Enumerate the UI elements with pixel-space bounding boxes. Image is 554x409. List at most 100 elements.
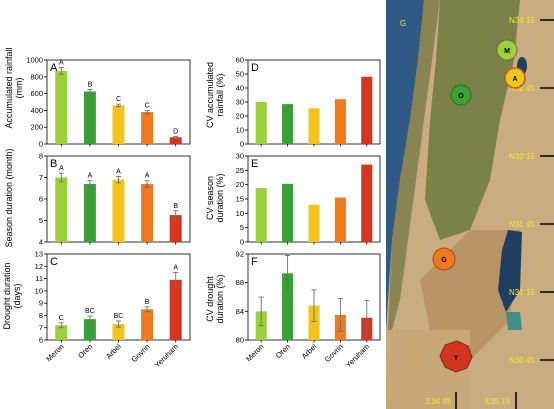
lat-label-6: N30 45 [509,356,535,365]
sig-letter-a-yeruham: D [173,129,178,136]
bar-d-govrin [334,99,346,144]
xtick-label-f-yeruham: Yeruham [344,342,371,369]
bar-a-govrin [141,112,154,144]
ytick-label-d-0: 0 [240,140,244,149]
xtick-label-c-yeruham: Yeruham [153,342,180,369]
panel-e-label: E [251,158,258,170]
bar-d-oren [282,104,294,144]
xtick-label-c-govrin: Govrin [130,342,152,364]
ytick-label-a-0: 0 [39,140,43,149]
bar-a-oren [83,91,96,144]
panel-b-label: B [50,158,57,170]
bar-e-oren [282,183,294,242]
lat-label-2: N32 45 [509,84,535,93]
ytick-label-a-3: 600 [30,89,43,98]
map-coast [388,0,440,330]
site-label-meron: M [504,48,510,55]
ytick-label-c-2: 8 [39,311,43,320]
ytick-label-d-1: 10 [236,126,244,135]
bar-a-arbel [112,105,125,144]
site-marker-oren: O [450,84,472,106]
ylabel-d: CV accumulated rainfall (%) [205,62,225,128]
lat-label-3: N32 15 [509,152,535,161]
bar-b-meron [55,177,68,242]
bar-b-govrin [141,183,154,242]
map-dead-sea [498,230,522,312]
ytick-label-e-3: 15 [236,195,244,204]
site-marker-yeruham: Y [439,340,473,373]
bar-a-meron [55,70,68,144]
bar-c-govrin [141,309,154,340]
ytick-label-c-0: 6 [39,336,43,345]
ytick-label-d-3: 30 [236,98,244,107]
panel-a-label: A [50,62,58,74]
satellite-map: G N33 15 N32 45 N32 15 N31 45 N31 15 N30… [386,0,554,409]
ylabel-d-line2: rainfall (%) [215,73,225,116]
panel-e: E 0 5 10 15 20 25 30 [236,152,381,247]
ytick-label-c-7: 13 [35,250,43,259]
panel-c-label: C [50,256,58,268]
ytick-label-a-2: 400 [30,106,43,115]
ylabel-a-line2: (mm) [14,78,24,99]
lon-label-1: E34 45 [426,397,452,406]
ylabel-d-line1: CV accumulated [205,62,215,128]
site-marker-meron: M [496,39,518,61]
ylabel-f-line1: CV drought [205,276,215,322]
bar-b-yeruham [169,215,182,242]
ytick-label-d-5: 50 [236,70,244,79]
xtick-label-f-govrin: Govrin [323,342,345,364]
bar-a-yeruham [169,137,182,144]
bar-c-yeruham [169,279,182,340]
ytick-label-e-6: 30 [236,152,244,161]
bar-c-arbel [112,324,125,340]
sig-letter-a-govrin: C [145,102,150,109]
bar-e-govrin [334,197,346,242]
xtick-label-c-arbel: Arbel [104,342,123,361]
ytick-label-b-2: 6 [39,195,43,204]
lat-label-5: N31 15 [509,288,535,297]
bar-e-yeruham [361,164,373,242]
ylabel-c: Drought duration (days) [2,262,22,329]
xtick-label-f-oren: Oren [274,342,292,360]
ylabel-a: Accumulated rainfall (mm) [4,47,24,128]
ytick-label-e-1: 5 [240,223,244,232]
sig-letter-c-yeruham: A [173,264,178,271]
xtick-label-f-meron: Meron [244,342,265,363]
ytick-label-e-5: 25 [236,166,244,175]
ytick-label-b-4: 8 [39,152,43,161]
lat-label-1: N33 15 [509,16,535,25]
ylabel-a-line1: Accumulated rainfall [4,47,14,128]
site-label-arbel: A [512,76,517,83]
panel-a: A 0 200 400 600 800 1000 A B C C D [26,56,191,149]
ytick-label-c-5: 11 [35,274,43,283]
sig-letter-c-govrin: B [145,299,150,306]
ytick-label-a-1: 200 [30,123,43,132]
sig-letter-b-yeruham: B [173,203,178,210]
xtick-label-c-meron: Meron [44,342,65,363]
bar-c-meron [55,325,68,340]
map-sea [386,0,424,330]
map-green-north [425,0,520,240]
xtick-label-f-arbel: Arbel [300,342,319,361]
site-label-oren: O [458,93,464,100]
sig-letter-b-govrin: A [145,173,150,180]
panel-c: C 6 7 8 9 10 11 12 13 C Meron BC Oren BC Arbel B Govrin A… [35,250,191,369]
bar-d-meron [255,102,267,144]
ytick-label-d-2: 20 [236,112,244,121]
bar-e-arbel [308,204,320,242]
sig-letter-c-arbel: BC [114,313,124,320]
ylabel-e-line2: duration (%) [215,173,225,222]
sig-letter-a-oren: B [88,81,93,88]
ytick-label-c-4: 10 [35,286,43,295]
bar-f-oren [282,273,294,340]
ylabel-e-line1: CV season [205,176,215,220]
ylabel-c-line2: (days) [12,283,22,308]
ytick-label-f-1: 84 [236,307,244,316]
bar-f-arbel [308,305,320,340]
map-corner-label: G [400,19,406,28]
bar-d-arbel [308,108,320,144]
sig-letter-b-arbel: A [116,168,121,175]
